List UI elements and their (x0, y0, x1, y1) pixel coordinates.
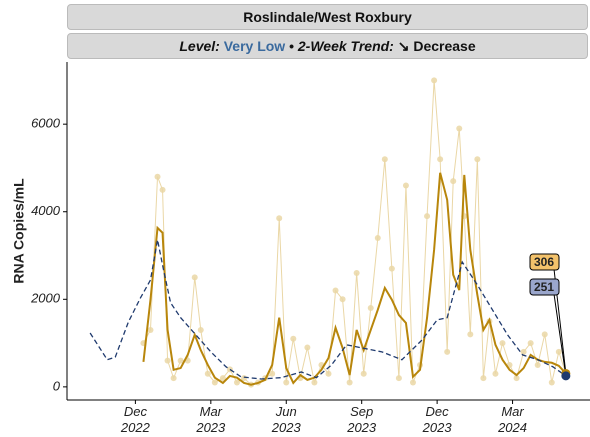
data-point (450, 178, 457, 185)
data-point (402, 182, 409, 189)
data-point (548, 379, 555, 386)
data-point (456, 125, 463, 132)
x-tick-label: Dec 2023 (422, 404, 452, 435)
label-leader (553, 293, 567, 376)
y-tick-label: 2000 (30, 291, 61, 306)
end-point (561, 371, 571, 381)
data-point (437, 156, 444, 163)
level: Very Low (223, 38, 286, 54)
data-point (346, 379, 353, 386)
data-point (527, 340, 534, 347)
chart-title: Roslindale/West Roxbury (243, 9, 412, 25)
data-point (332, 287, 339, 294)
subtitle-strip: Level: Very Low • 2-Week Trend: ↘ Decrea… (67, 33, 588, 59)
series-line (142, 172, 567, 386)
data-point (374, 235, 381, 242)
data-point (311, 379, 318, 386)
data-point (480, 375, 487, 382)
data-point (367, 305, 374, 312)
data-point (269, 370, 276, 377)
data-point (233, 379, 240, 386)
trend: ↘ Decrease (397, 38, 476, 54)
data-point (520, 348, 527, 355)
data-point (444, 348, 451, 355)
data-point (467, 331, 474, 338)
data-point (204, 370, 211, 377)
data-point (290, 335, 297, 342)
title-strip: Roslindale/West Roxbury (67, 4, 588, 30)
data-point (409, 379, 416, 386)
value-label: 306 (534, 255, 554, 269)
data-point (492, 370, 499, 377)
data-point (177, 357, 184, 364)
trend-label: 2-Week Trend: (297, 38, 394, 54)
y-tick-label: 0 (53, 378, 61, 393)
data-point (499, 340, 506, 347)
data-point (513, 375, 520, 382)
x-tick-label: Sep 2023 (347, 404, 377, 435)
label-box (529, 278, 560, 296)
data-point (474, 156, 481, 163)
x-tick-label: Jun 2023 (271, 404, 301, 435)
data-point (353, 270, 360, 277)
y-tick-label: 4000 (31, 203, 61, 218)
data-point (360, 370, 367, 377)
x-tick-label: Mar 2024 (498, 404, 527, 435)
data-point (424, 213, 431, 220)
data-point (304, 344, 311, 351)
data-point (388, 265, 395, 272)
label-box (529, 253, 560, 271)
x-tick-label: Dec 2022 (120, 404, 150, 435)
data-point (219, 375, 226, 382)
level-label: Level: (179, 38, 220, 54)
data-point (339, 296, 346, 303)
separator: • (289, 38, 294, 54)
y-axis-title: RNA Copies/mL (11, 178, 27, 284)
data-point (164, 357, 171, 364)
data-point (541, 331, 548, 338)
data-point (555, 348, 562, 355)
data-point (395, 375, 402, 382)
y-tick-label: 6000 (31, 116, 61, 131)
data-point (276, 215, 283, 222)
data-point (325, 370, 332, 377)
x-tick-label: Mar 2023 (196, 404, 226, 435)
data-point (197, 326, 204, 333)
data-point (147, 326, 154, 333)
data-point (154, 173, 161, 180)
data-point (211, 379, 218, 386)
data-point (283, 379, 290, 386)
series-line (89, 239, 567, 380)
data-point (191, 274, 198, 281)
data-point (159, 186, 166, 193)
value-label: 251 (534, 280, 554, 294)
data-point (431, 77, 438, 84)
data-point (170, 375, 177, 382)
data-point (381, 156, 388, 163)
data-point (534, 361, 541, 368)
data-point (241, 375, 248, 382)
